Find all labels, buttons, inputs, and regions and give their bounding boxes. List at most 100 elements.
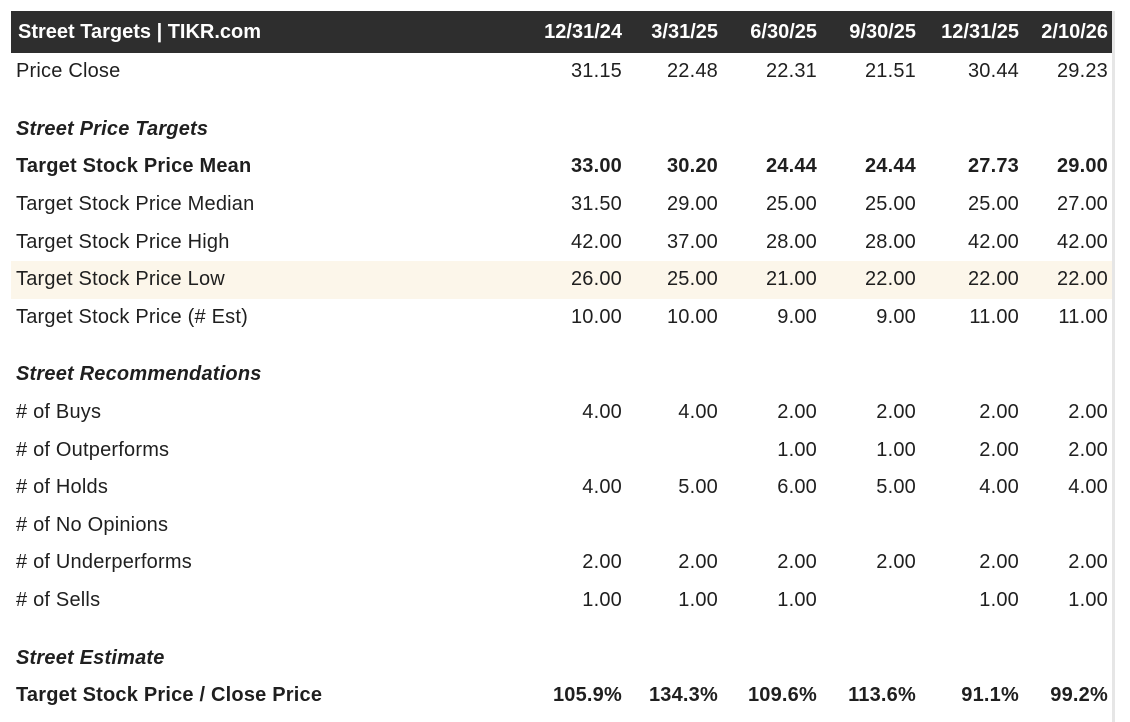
table-cell: 134.3% <box>648 684 718 707</box>
row-label: # of Sells <box>16 589 101 612</box>
table-cell: 99.2% <box>1050 684 1108 707</box>
table-cell: 1.00 <box>876 438 916 461</box>
table-title: Street Targets | TIKR.com <box>18 20 262 43</box>
table-cell: 4.00 <box>979 476 1019 499</box>
spacer-row <box>11 91 1112 111</box>
spacer-cell <box>11 336 1112 356</box>
section-heading: Street Price Targets <box>16 117 209 140</box>
row-label: # of No Opinions <box>16 513 169 536</box>
table-cell <box>821 582 920 620</box>
table-cell: 9.00 <box>876 305 916 328</box>
table-cell <box>821 507 920 545</box>
table-cell <box>920 507 1023 545</box>
table-cell: 25.00 <box>967 193 1019 216</box>
table-cell: 113.6% <box>848 684 916 707</box>
table-cell: 4.00 <box>582 476 622 499</box>
row-holds: # of Holds 4.00 5.00 6.00 5.00 4.00 4.00 <box>11 469 1112 507</box>
row-label: # of Buys <box>16 401 102 424</box>
table-cell: 42.00 <box>1056 230 1108 253</box>
section-street-price-targets: Street Price Targets <box>11 111 1112 149</box>
table-cell: 2.00 <box>1068 551 1108 574</box>
row-price-close: Price Close 31.15 22.48 22.31 21.51 30.4… <box>11 53 1112 91</box>
section-heading: Street Recommendations <box>16 363 262 386</box>
row-outperforms: # of Outperforms 1.00 1.00 2.00 2.00 <box>11 431 1112 469</box>
street-targets-panel: Street Targets | TIKR.com 12/31/24 3/31/… <box>11 11 1115 722</box>
row-target-median: Target Stock Price Median 31.50 29.00 25… <box>11 186 1112 224</box>
row-label: # of Holds <box>16 476 109 499</box>
column-header-date: 2/10/26 <box>1041 20 1108 43</box>
table-cell: 37.00 <box>666 230 718 253</box>
table-cell: 5.00 <box>678 476 718 499</box>
spacer-cell <box>11 91 1112 111</box>
table-cell: 109.6% <box>747 684 817 707</box>
table-cell: 2.00 <box>777 551 817 574</box>
row-label: # of Underperforms <box>16 551 192 574</box>
table-cell: 28.00 <box>765 230 817 253</box>
row-no-opinions: # of No Opinions <box>11 507 1112 545</box>
table-cell <box>1023 507 1112 545</box>
table-cell: 42.00 <box>967 230 1019 253</box>
table-cell: 30.44 <box>967 60 1019 83</box>
header-row: Street Targets | TIKR.com 12/31/24 3/31/… <box>11 11 1112 53</box>
row-sells: # of Sells 1.00 1.00 1.00 1.00 1.00 <box>11 582 1112 620</box>
table-cell: 29.00 <box>1056 155 1108 178</box>
row-label: Target Stock Price Low <box>11 260 513 299</box>
table-cell: 25.00 <box>864 193 916 216</box>
table-cell: 2.00 <box>979 401 1019 424</box>
table-cell: 2.00 <box>1068 438 1108 461</box>
row-label: Target Stock Price Median <box>16 193 255 216</box>
table-cell: 1.00 <box>777 438 817 461</box>
table-cell: 27.73 <box>967 155 1019 178</box>
table-cell: 1.00 <box>777 589 817 612</box>
table-cell: 10.00 <box>570 305 622 328</box>
table-cell: 24.44 <box>864 155 916 178</box>
table-cell: 30.20 <box>666 155 718 178</box>
table-cell <box>722 507 821 545</box>
table-cell: 25.00 <box>626 260 722 299</box>
table-cell: 31.50 <box>570 193 622 216</box>
table-cell: 11.00 <box>1058 305 1108 328</box>
table-cell <box>626 431 722 469</box>
table-cell: 4.00 <box>1068 476 1108 499</box>
row-label: Target Stock Price / Close Price <box>16 684 323 707</box>
table-cell: 9.00 <box>777 305 817 328</box>
table-cell: 28.00 <box>864 230 916 253</box>
column-header-date: 12/31/25 <box>941 20 1019 43</box>
column-header-date: 6/30/25 <box>750 20 817 43</box>
column-header-date: 12/31/24 <box>544 20 622 43</box>
table-cell: 1.00 <box>979 589 1019 612</box>
table-cell: 4.00 <box>582 401 622 424</box>
table-cell: 5.00 <box>876 476 916 499</box>
table-cell: 21.00 <box>722 260 821 299</box>
table-cell <box>513 431 626 469</box>
table-cell: 24.44 <box>765 155 817 178</box>
row-target-high: Target Stock Price High 42.00 37.00 28.0… <box>11 223 1112 261</box>
table-cell: 2.00 <box>678 551 718 574</box>
row-target-low[interactable]: Target Stock Price Low 26.00 25.00 21.00… <box>11 260 1112 299</box>
column-header-date: 3/31/25 <box>651 20 718 43</box>
table-cell: 1.00 <box>582 589 622 612</box>
table-cell: 29.23 <box>1056 60 1108 83</box>
table-cell: 2.00 <box>777 401 817 424</box>
row-underperforms: # of Underperforms 2.00 2.00 2.00 2.00 2… <box>11 544 1112 582</box>
row-target-est: Target Stock Price (# Est) 10.00 10.00 9… <box>11 299 1112 337</box>
table-cell: 2.00 <box>582 551 622 574</box>
table-cell: 22.00 <box>821 260 920 299</box>
table-cell: 11.00 <box>969 305 1019 328</box>
table-cell: 105.9% <box>552 684 622 707</box>
spacer-row <box>11 619 1112 639</box>
section-heading: Street Estimate <box>16 646 165 669</box>
table-cell: 31.15 <box>570 60 622 83</box>
table-cell: 2.00 <box>979 438 1019 461</box>
table-cell: 21.51 <box>864 60 916 83</box>
row-label: Target Stock Price (# Est) <box>16 305 248 328</box>
column-header-date: 9/30/25 <box>849 20 916 43</box>
table-cell: 4.00 <box>678 401 718 424</box>
spacer-cell <box>11 619 1112 639</box>
table-cell: 33.00 <box>570 155 622 178</box>
table-cell: 27.00 <box>1056 193 1108 216</box>
row-label: Target Stock Price Mean <box>16 155 252 178</box>
table-cell <box>513 507 626 545</box>
table-cell: 26.00 <box>513 260 626 299</box>
table-cell: 2.00 <box>1068 401 1108 424</box>
